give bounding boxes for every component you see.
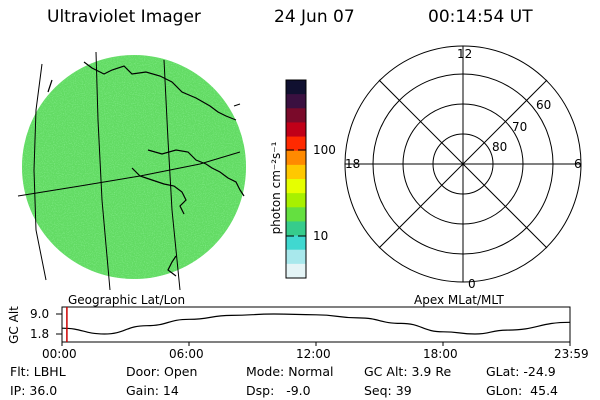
colorbar [285, 79, 307, 279]
info-ip: IP: 36.0 [10, 383, 58, 398]
info-door: Door: Open [126, 364, 198, 379]
info-gain: Gain: 14 [126, 383, 179, 398]
colorbar-segment [286, 94, 306, 109]
mlt-label-right: 6 [574, 157, 582, 171]
colorbar-segment [286, 108, 306, 124]
mlat-label-60: 60 [536, 98, 552, 112]
orbit-plot-frame [56, 306, 571, 346]
colorbar-segment [286, 193, 306, 208]
orbit-xtick-1800: 18:00 [423, 347, 458, 361]
polar-grid [344, 45, 582, 283]
mlt-label-left: 18 [345, 157, 361, 171]
colorbar-ticks [286, 149, 306, 237]
mlt-label-bottom: 0 [468, 277, 476, 291]
colorbar-tick-10: 10 [313, 229, 329, 243]
colorbar-border [285, 79, 307, 279]
info-filter: Flt: LBHL [10, 364, 66, 379]
colorbar-tick-100: 100 [313, 143, 336, 157]
colorbar-segment [286, 80, 306, 95]
geo-grid [17, 51, 241, 291]
colorbar-segment [286, 179, 306, 194]
orbit-xtick-2359: 23:59 [554, 347, 589, 361]
coastline [47, 61, 245, 277]
colorbar-segment [286, 235, 306, 251]
orbit-xtick-0600: 06:00 [169, 347, 204, 361]
orbit-xtick-1200: 12:00 [296, 347, 331, 361]
colorbar-segment [286, 150, 306, 166]
orbit-ytick-9: 9.0 [30, 307, 50, 321]
orbit-ylabel: GC Alt [7, 306, 21, 344]
mlat-label-80: 80 [492, 140, 508, 154]
info-seq: Seq: 39 [364, 383, 412, 398]
mlt-label-top: 12 [457, 47, 473, 61]
time-label: 00:14:54 UT [428, 7, 533, 27]
geo-grid-caption: Geographic Lat/Lon [68, 293, 186, 307]
colorbar-unit-label: photon cm⁻²s⁻¹ [269, 141, 283, 235]
mlat-label-70: 70 [512, 120, 528, 134]
colorbar-segment [286, 263, 306, 279]
info-dsp: Dsp: -9.0 [246, 383, 311, 398]
polar-caption: Apex MLat/MLT [414, 293, 504, 307]
info-mode: Mode: Normal [246, 364, 334, 379]
image-disk [17, 51, 246, 291]
colorbar-segment [286, 136, 306, 152]
info-glat: GLat: -24.9 [486, 364, 556, 379]
colorbar-segment [286, 164, 306, 180]
colorbar-segment [286, 122, 306, 138]
date-label: 24 Jun 07 [274, 7, 355, 27]
orbit-ytick-1-8: 1.8 [30, 327, 50, 341]
info-gc-alt: GC Alt: 3.9 Re [364, 364, 452, 379]
info-glon: GLon: 45.4 [486, 383, 558, 398]
orbit-xtick-0000: 00:00 [42, 347, 77, 361]
colorbar-segment [286, 249, 306, 265]
orbit-altitude-curve [61, 313, 571, 335]
colorbar-segment [286, 221, 306, 237]
colorbar-segment [286, 207, 306, 223]
instrument-title: Ultraviolet Imager [47, 7, 201, 27]
